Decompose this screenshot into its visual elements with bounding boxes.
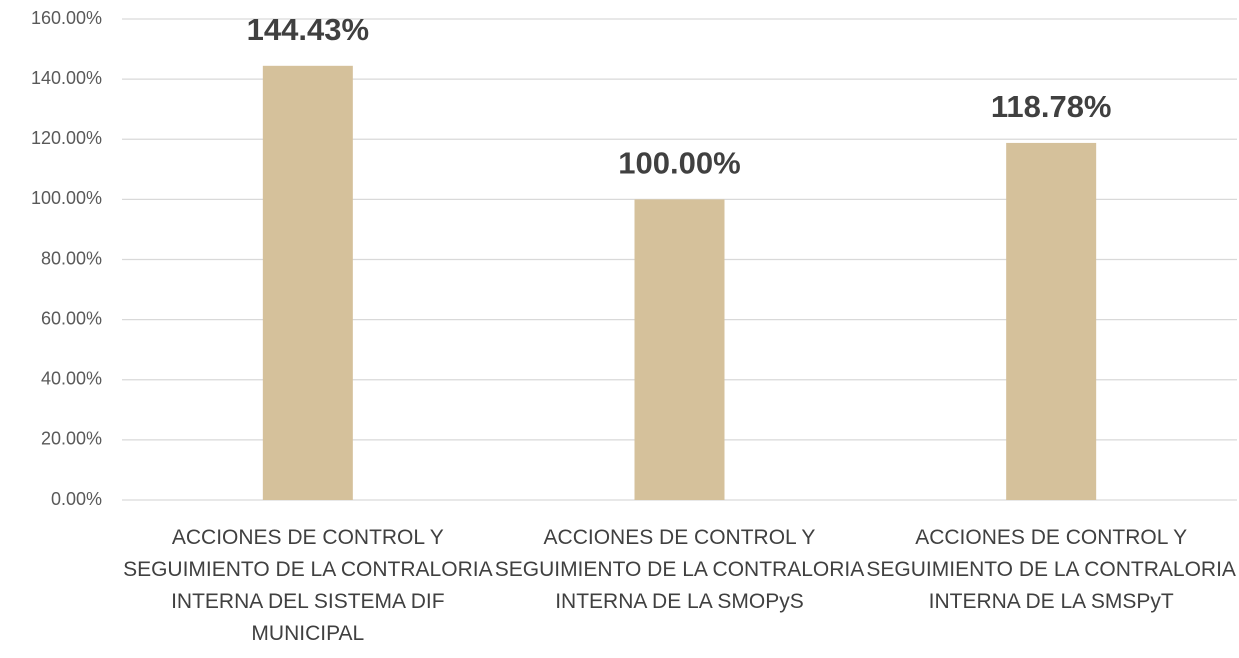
y-tick-label: 140.00% [31, 68, 102, 88]
bar [634, 199, 725, 500]
x-tick-label: ACCIONES DE CONTROL Y SEGUIMIENTO DE LA … [123, 526, 493, 645]
y-tick-label: 100.00% [31, 188, 102, 208]
data-label: 144.43% [247, 12, 369, 47]
data-label: 100.00% [618, 146, 740, 181]
bar [262, 65, 353, 500]
y-tick-label: 60.00% [41, 308, 102, 328]
bar [1006, 142, 1097, 501]
y-tick-label: 40.00% [41, 369, 102, 389]
x-tick-label: ACCIONES DE CONTROL Y SEGUIMIENTO DE LA … [494, 526, 865, 613]
x-tick-label: ACCIONES DE CONTROL Y SEGUIMIENTO DE LA … [866, 526, 1236, 613]
y-tick-label: 120.00% [31, 128, 102, 148]
y-tick-label: 0.00% [51, 489, 102, 509]
y-tick-label: 80.00% [41, 248, 102, 268]
y-tick-label: 160.00% [31, 8, 102, 28]
y-tick-label: 20.00% [41, 429, 102, 449]
data-label: 118.78% [991, 89, 1112, 124]
